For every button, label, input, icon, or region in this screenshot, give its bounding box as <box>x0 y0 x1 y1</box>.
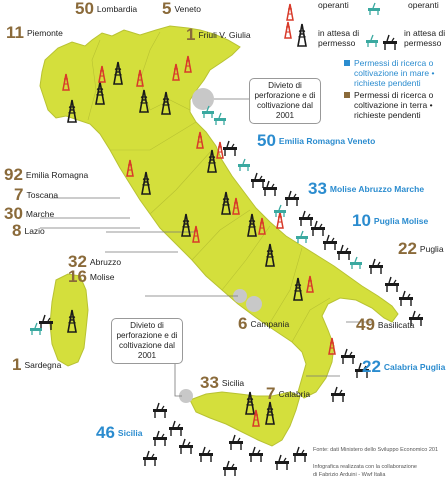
land-label-lombardia: 50 Lombardia <box>75 0 138 18</box>
land-label-lazio: 8 Lazio <box>12 221 45 240</box>
credit-line-2: di Fabrizio Arduini - Wwf Italia <box>313 472 386 478</box>
legend-land-permits: Permessi di ricerca o coltivazione in te… <box>354 90 434 120</box>
land-label-molise: 16 Molise <box>68 267 115 286</box>
legend-land-swatch <box>344 92 350 98</box>
land-label-emilia-romagna: 92 Emilia Romagna <box>4 165 89 184</box>
land-label-basilicata: 49 Basilicata <box>356 315 415 334</box>
legend-operanti-sea: operanti <box>408 0 439 10</box>
land-label-marche: 30 Marche <box>4 204 55 223</box>
land-label-friuli: 1 Friuli V. Giulia <box>186 25 251 44</box>
land-label-sicilia: 33 Sicilia <box>200 373 245 392</box>
note-venezia: Divieto di perforazione e di coltivazion… <box>249 78 321 124</box>
protected-zones <box>179 88 262 403</box>
sea-label-calabria-puglia: 22 Calabria Puglia <box>362 357 446 376</box>
land-label-piemonte: 11 Piemonte <box>6 23 63 42</box>
land-label-campania: 6 Campania <box>238 314 290 333</box>
source-note: Fonte: dati Ministero dello Sviluppo Eco… <box>313 447 439 453</box>
land-label-toscana: 7 Toscana <box>14 185 59 204</box>
credit-line-1: Infografica realizzata con la collaboraz… <box>313 464 417 470</box>
note-napoli: Divieto di perforazione e di coltivazion… <box>111 318 183 364</box>
note-leaders <box>40 98 372 397</box>
legend-attesa-land: in attesa di permesso <box>318 28 360 48</box>
legend-attesa-sea: in attesa di permesso <box>404 28 446 48</box>
sea-label-puglia-molise: 10 Puglia Molise <box>352 211 429 230</box>
region-borders <box>87 31 331 343</box>
land-label-puglia: 22 Puglia <box>398 239 444 258</box>
legend-sea-permits: Permessi di ricerca o coltivazione in ma… <box>354 58 435 88</box>
sea-label-molise-abruzzo-marche: 33 Molise Abruzzo Marche <box>308 179 425 198</box>
sea-label-emilia-veneto: 50 Emilia Romagna Veneto <box>257 131 376 150</box>
land-label-sardegna: 1 Sardegna <box>12 355 62 374</box>
legend-operanti-land: operanti <box>318 0 349 10</box>
land-label-abruzzo: 32 Abruzzo <box>68 252 122 271</box>
land-label-veneto: 5 Veneto <box>162 0 201 18</box>
sicilia-island <box>189 391 301 447</box>
land-label-calabria: 7 Calabria <box>266 384 311 403</box>
sea-label-sicilia: 46 Sicilia <box>96 423 143 442</box>
sardegna-island <box>49 273 89 367</box>
legend-sea-swatch <box>344 60 350 66</box>
mainland-italy <box>39 25 399 399</box>
